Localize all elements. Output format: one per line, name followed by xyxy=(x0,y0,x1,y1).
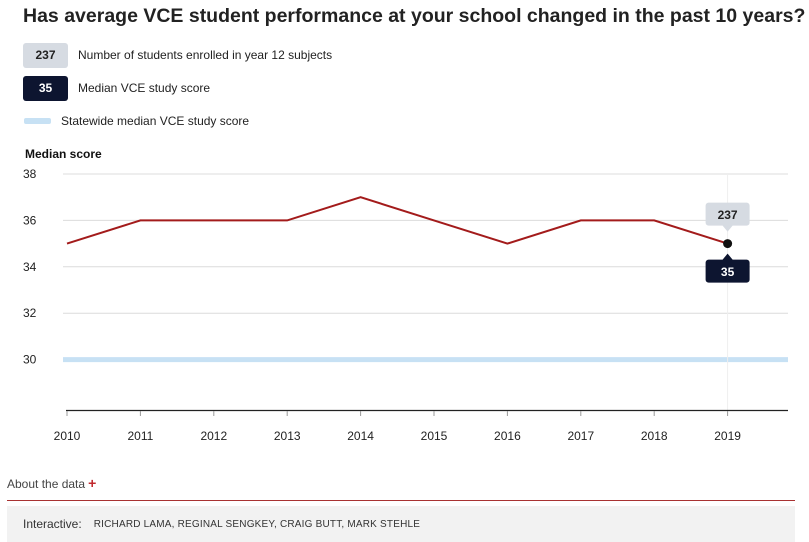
about-the-data-label: About the data xyxy=(7,477,86,491)
x-tick-label: 2015 xyxy=(421,429,448,443)
students-tooltip-text: 237 xyxy=(718,208,738,222)
x-tick-label: 2018 xyxy=(641,429,668,443)
x-tick-label: 2012 xyxy=(200,429,227,443)
y-axis-title: Median score xyxy=(25,147,102,161)
statewide-swatch xyxy=(24,118,51,124)
median-tooltip-text: 35 xyxy=(721,265,735,279)
x-tick-label: 2013 xyxy=(274,429,301,443)
median-score-line xyxy=(66,196,728,245)
median-badge: 35 xyxy=(23,75,68,101)
chart-title: Has average VCE student performance at y… xyxy=(23,5,806,27)
credits-names: RICHARD LAMA, REGINAL SENGKEY, CRAIG BUT… xyxy=(93,518,421,530)
y-tick-label: 30 xyxy=(23,353,37,367)
x-tick-label: 2019 xyxy=(714,429,741,443)
legend-statewide: Statewide median VCE study score xyxy=(23,108,249,134)
x-tick-label: 2016 xyxy=(494,429,521,443)
students-tooltip xyxy=(705,202,750,232)
x-tick-label: 2017 xyxy=(567,429,594,443)
credits-label: Interactive: xyxy=(23,517,82,531)
y-tick-label: 34 xyxy=(23,260,37,274)
y-tick-label: 36 xyxy=(23,213,37,227)
legend-median: 35 Median VCE study score xyxy=(23,75,210,101)
y-tick-label: 38 xyxy=(23,167,37,181)
x-tick-label: 2011 xyxy=(127,429,153,443)
about-the-data-link[interactable]: About the data + xyxy=(7,475,96,491)
line-chart: 38 36 34 32 30 2010 2011 2012 2013 2014 2015 2016 20… xyxy=(23,167,788,443)
highlight-point xyxy=(723,239,733,249)
legend-students-label: Number of students enrolled in year 12 s… xyxy=(78,48,333,62)
legend-median-label: Median VCE study score xyxy=(78,81,211,95)
credits-bar: Interactive: RICHARD LAMA, REGINAL SENGK… xyxy=(7,506,795,542)
plus-icon: + xyxy=(88,475,97,491)
footer-divider xyxy=(7,500,795,501)
students-badge: 237 xyxy=(23,42,68,68)
x-tick-label: 2014 xyxy=(347,429,374,443)
y-tick-label: 32 xyxy=(23,306,37,320)
legend-students: 237 Number of students enrolled in year … xyxy=(23,42,332,68)
median-tooltip xyxy=(705,253,750,283)
legend-statewide-label: Statewide median VCE study score xyxy=(61,114,250,128)
x-tick-label: 2010 xyxy=(54,429,81,443)
